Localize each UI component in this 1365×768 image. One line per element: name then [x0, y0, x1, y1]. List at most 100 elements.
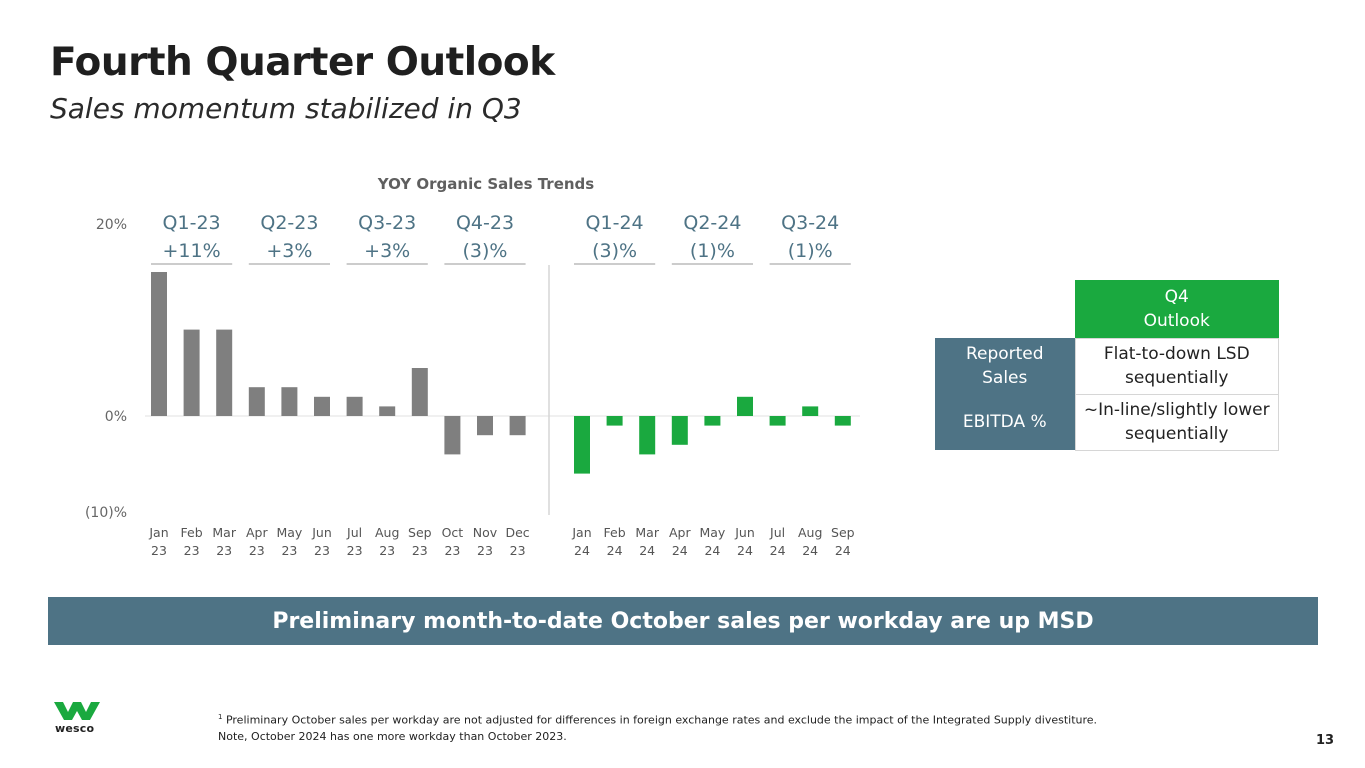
outlook-header-text: Q4 Outlook	[1143, 286, 1210, 331]
x-tick-year-jun-23: 23	[314, 543, 330, 558]
x-tick-month-jul-24: Jul	[769, 525, 785, 540]
x-tick-month-dec-23: Dec	[505, 525, 529, 540]
x-tick-year-jun-24: 24	[737, 543, 753, 558]
quarter-label-4: Q1-24	[586, 212, 644, 234]
footnote-marker: 1	[218, 713, 223, 721]
page-title: Fourth Quarter Outlook	[50, 40, 555, 85]
x-tick-month-sep-23: Sep	[408, 525, 432, 540]
bar-feb-24	[606, 416, 623, 426]
x-tick-month-jan-23: Jan	[148, 525, 168, 540]
bar-oct-23	[444, 416, 461, 455]
x-tick-month-apr-23: Apr	[246, 525, 268, 540]
page-number: 13	[1316, 733, 1335, 748]
quarter-label-3: Q4-23	[456, 212, 514, 234]
x-tick-month-jul-23: Jul	[346, 525, 362, 540]
x-tick-year-apr-24: 24	[672, 543, 688, 558]
row-label-ebitda: EBITDA %	[935, 394, 1075, 450]
x-tick-month-may-23: May	[276, 525, 302, 540]
x-tick-year-apr-23: 23	[249, 543, 265, 558]
x-tick-month-oct-23: Oct	[442, 525, 464, 540]
x-tick-month-nov-23: Nov	[473, 525, 498, 540]
x-tick-year-aug-23: 23	[379, 543, 395, 558]
quarter-label-1: Q2-23	[260, 212, 318, 234]
bar-jul-24	[769, 416, 786, 426]
x-tick-month-jun-24: Jun	[734, 525, 755, 540]
x-tick-month-feb-24: Feb	[604, 525, 626, 540]
october-sales-banner: Preliminary month-to-date October sales …	[48, 597, 1318, 645]
table-corner	[935, 280, 1075, 338]
bar-mar-23	[216, 329, 233, 416]
bar-aug-24	[802, 406, 819, 416]
bar-may-23	[281, 387, 298, 416]
footnote-text: Preliminary October sales per workday ar…	[222, 713, 1098, 727]
x-tick-month-aug-24: Aug	[798, 525, 822, 540]
x-tick-month-apr-24: Apr	[669, 525, 691, 540]
bar-aug-23	[379, 406, 396, 416]
banner-text: Preliminary month-to-date October sales …	[272, 608, 1094, 634]
bar-apr-24	[671, 416, 688, 445]
quarter-value-3: (3)%	[463, 240, 508, 262]
bar-apr-23	[248, 387, 265, 416]
chart-title: YOY Organic Sales Trends	[377, 175, 595, 193]
footnote-line-2: Note, October 2024 has one more workday …	[218, 729, 567, 743]
x-tick-month-aug-23: Aug	[375, 525, 399, 540]
row-label-text: EBITDA %	[962, 412, 1047, 432]
bar-jan-24	[574, 416, 590, 474]
x-tick-month-may-24: May	[699, 525, 725, 540]
quarter-label-0: Q1-23	[163, 212, 221, 234]
q4-outlook-table: Q4 Outlook Reported Sales Flat-to-down L…	[935, 280, 1279, 451]
row-label-reported-sales: Reported Sales	[935, 338, 1075, 394]
cell-ebitda: ~In-line/slightly lower sequentially	[1074, 393, 1279, 451]
quarter-value-5: (1)%	[690, 240, 735, 262]
x-tick-year-jul-24: 24	[770, 543, 786, 558]
bar-sep-24	[834, 416, 851, 426]
x-tick-year-jul-23: 23	[347, 543, 363, 558]
wesco-logo-word: wesco	[55, 722, 95, 735]
cell-text: Flat-to-down LSD sequentially	[1103, 344, 1250, 388]
bar-nov-23	[477, 416, 493, 436]
quarter-value-2: +3%	[364, 240, 410, 262]
x-tick-year-dec-23: 23	[510, 543, 526, 558]
x-tick-year-jan-24: 24	[574, 543, 590, 558]
bar-dec-23	[509, 416, 526, 436]
x-tick-year-mar-24: 24	[639, 543, 655, 558]
cell-reported-sales: Flat-to-down LSD sequentially	[1074, 337, 1279, 395]
x-tick-month-mar-23: Mar	[212, 525, 236, 540]
x-tick-month-jun-23: Jun	[311, 525, 332, 540]
x-tick-month-sep-24: Sep	[831, 525, 855, 540]
bar-jun-24	[737, 396, 753, 416]
x-tick-month-jan-24: Jan	[571, 525, 591, 540]
x-tick-month-mar-24: Mar	[635, 525, 659, 540]
bar-may-24	[704, 416, 721, 426]
x-tick-year-sep-23: 23	[412, 543, 428, 558]
bar-jun-23	[314, 396, 330, 416]
x-tick-year-feb-23: 23	[184, 543, 200, 558]
bar-mar-24	[639, 416, 656, 455]
cell-text: ~In-line/slightly lower sequentially	[1083, 400, 1270, 444]
quarter-value-4: (3)%	[592, 240, 637, 262]
quarter-value-1: +3%	[266, 240, 312, 262]
x-tick-year-sep-24: 24	[835, 543, 851, 558]
bar-jul-23	[346, 396, 363, 416]
wesco-logo-icon	[54, 702, 100, 720]
quarter-value-6: (1)%	[788, 240, 833, 262]
bar-sep-23	[411, 368, 428, 416]
bar-feb-23	[183, 329, 200, 416]
x-tick-year-mar-23: 23	[216, 543, 232, 558]
x-tick-year-jan-23: 23	[151, 543, 167, 558]
quarter-label-2: Q3-23	[358, 212, 416, 234]
x-tick-year-may-24: 24	[704, 543, 720, 558]
row-label-text: Reported Sales	[965, 344, 1044, 388]
bar-jan-23	[151, 272, 167, 416]
quarter-label-6: Q3-24	[781, 212, 839, 234]
x-tick-year-feb-24: 24	[607, 543, 623, 558]
outlook-header: Q4 Outlook	[1075, 280, 1279, 338]
x-tick-year-aug-24: 24	[802, 543, 818, 558]
quarter-label-5: Q2-24	[683, 212, 741, 234]
x-tick-month-feb-23: Feb	[181, 525, 203, 540]
footnote-line-1: 1 Preliminary October sales per workday …	[218, 709, 1097, 729]
x-tick-year-may-23: 23	[281, 543, 297, 558]
quarter-value-0: +11%	[163, 240, 221, 262]
page-subtitle: Sales momentum stabilized in Q3	[50, 92, 522, 125]
x-tick-year-nov-23: 23	[477, 543, 493, 558]
